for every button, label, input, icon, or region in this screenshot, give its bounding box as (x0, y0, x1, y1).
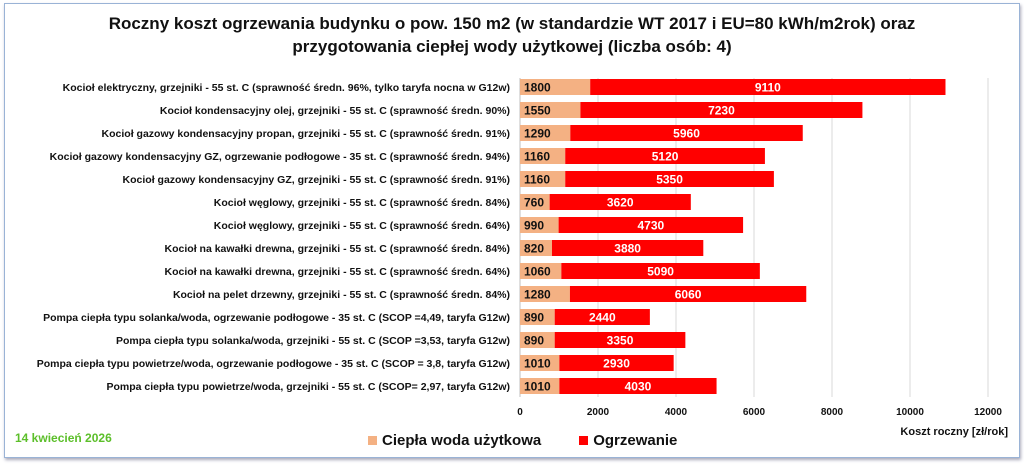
chart-title-line-2: przygotowania ciepłej wody użytkowej (li… (292, 37, 732, 56)
x-tick-label: 2000 (587, 407, 610, 418)
data-label-hot-water: 1290 (524, 127, 551, 141)
data-label-hot-water: 1010 (524, 357, 551, 371)
data-label-heating: 9110 (755, 81, 781, 95)
bar-heating (554, 309, 650, 325)
legend-label-heating: Ogrzewanie (593, 432, 678, 449)
bar-hot-water (520, 332, 555, 348)
x-tick-label: 12000 (974, 407, 1002, 418)
legend: Ciepła woda użytkowa Ogrzewanie (368, 432, 677, 449)
category-label: Kocioł gazowy kondensacyjny propan, grze… (102, 128, 510, 140)
legend-label-hot-water: Ciepła woda użytkowa (382, 432, 542, 449)
data-label-hot-water: 820 (524, 242, 544, 256)
data-label-hot-water: 890 (524, 334, 544, 348)
data-label-hot-water: 1280 (524, 288, 551, 302)
bar-hot-water (520, 286, 570, 302)
category-label: Kocioł elektryczny, grzejniki - 55 st. C… (63, 82, 510, 94)
bar-hot-water (520, 217, 559, 233)
bar-heating (559, 378, 717, 394)
bar-hot-water (520, 125, 571, 141)
category-label: Kocioł gazowy kondensacyjny GZ, ogrzewan… (50, 151, 510, 163)
x-tick-label: 10000 (896, 407, 924, 418)
bar-heating (561, 263, 760, 279)
bar-heating (565, 148, 765, 164)
data-label-hot-water: 990 (524, 219, 544, 233)
bar-hot-water (520, 240, 552, 256)
x-tick-label: 6000 (743, 407, 766, 418)
bar-hot-water (520, 355, 560, 371)
data-label-heating: 3350 (607, 334, 634, 348)
data-label-heating: 4030 (625, 380, 652, 394)
x-tick-label: 0 (517, 407, 523, 418)
category-label: Pompa ciepła typu powietrze/woda, grzejn… (107, 381, 511, 393)
category-label: Kocioł węglowy, grzejniki - 55 st. C (sp… (214, 220, 510, 232)
data-label-heating: 5350 (656, 173, 683, 187)
data-label-heating: 3620 (607, 196, 634, 210)
bar-heating (570, 125, 803, 141)
data-label-hot-water: 1010 (524, 380, 551, 394)
bar-heating (549, 194, 691, 210)
data-label-heating: 6060 (675, 288, 702, 302)
bar-heating (569, 286, 807, 302)
category-label: Kocioł na pelet drzewny, grzejniki - 55 … (173, 289, 510, 301)
category-label: Pompa ciepła typu powietrze/woda, ogrzew… (37, 358, 510, 370)
x-tick-label: 4000 (665, 407, 688, 418)
bar-hot-water (520, 263, 562, 279)
bar-heating (558, 217, 744, 233)
category-label: Kocioł węglowy, grzejniki - 55 st. C (sp… (214, 197, 510, 209)
x-axis-label: Koszt roczny [zł/rok] (900, 426, 1008, 438)
data-label-heating: 5120 (652, 150, 679, 164)
data-label-hot-water: 1160 (524, 173, 550, 187)
legend-swatch-hot-water (368, 436, 377, 445)
bar-heating (590, 79, 946, 95)
data-label-hot-water: 1060 (524, 265, 551, 279)
chart-title-line-1: Roczny koszt ogrzewania budynku o pow. 1… (108, 14, 916, 33)
bar-hot-water (520, 148, 566, 164)
bar-heating (554, 332, 686, 348)
chart-frame (4, 3, 1020, 458)
bar-hot-water (520, 102, 581, 118)
bar-heating (580, 102, 863, 118)
bar-heating (551, 240, 704, 256)
bar-hot-water (520, 79, 591, 95)
data-label-heating: 2930 (603, 357, 630, 371)
data-label-hot-water: 1550 (524, 104, 551, 118)
legend-swatch-heating (579, 436, 589, 445)
bar-hot-water (520, 309, 555, 325)
bar-heating (565, 171, 774, 187)
bar-hot-water (520, 194, 550, 210)
category-label: Kocioł kondensacyjny olej, grzejniki - 5… (160, 105, 510, 117)
data-label-hot-water: 1160 (524, 150, 550, 164)
data-label-heating: 5960 (673, 127, 700, 141)
category-label: Kocioł na kawałki drewna, grzejniki - 55… (165, 266, 510, 278)
data-label-heating: 7230 (708, 104, 735, 118)
category-label: Kocioł na kawałki drewna, grzejniki - 55… (165, 243, 510, 255)
category-label: Pompa ciepła typu solanka/woda, ogrzewan… (43, 312, 510, 324)
data-label-hot-water: 1800 (524, 81, 551, 95)
x-tick-label: 8000 (821, 407, 844, 418)
category-label: Kocioł gazowy kondensacyjny GZ, grzejnik… (123, 174, 510, 186)
data-label-hot-water: 760 (524, 196, 544, 210)
category-label: Pompa ciepła typu solanka/woda, grzejnik… (116, 335, 510, 347)
date-label: 14 kwiecień 2026 (15, 431, 112, 445)
legend-item-hot-water: Ciepła woda użytkowa (368, 432, 541, 449)
bar-hot-water (520, 378, 560, 394)
data-label-hot-water: 890 (524, 311, 544, 325)
data-label-heating: 2440 (589, 311, 616, 325)
data-label-heating: 4730 (637, 219, 664, 233)
bar-hot-water (520, 171, 566, 187)
data-label-heating: 5090 (647, 265, 674, 279)
legend-item-heating: Ogrzewanie (579, 432, 677, 449)
data-label-heating: 3880 (614, 242, 641, 256)
bar-heating (559, 355, 674, 371)
